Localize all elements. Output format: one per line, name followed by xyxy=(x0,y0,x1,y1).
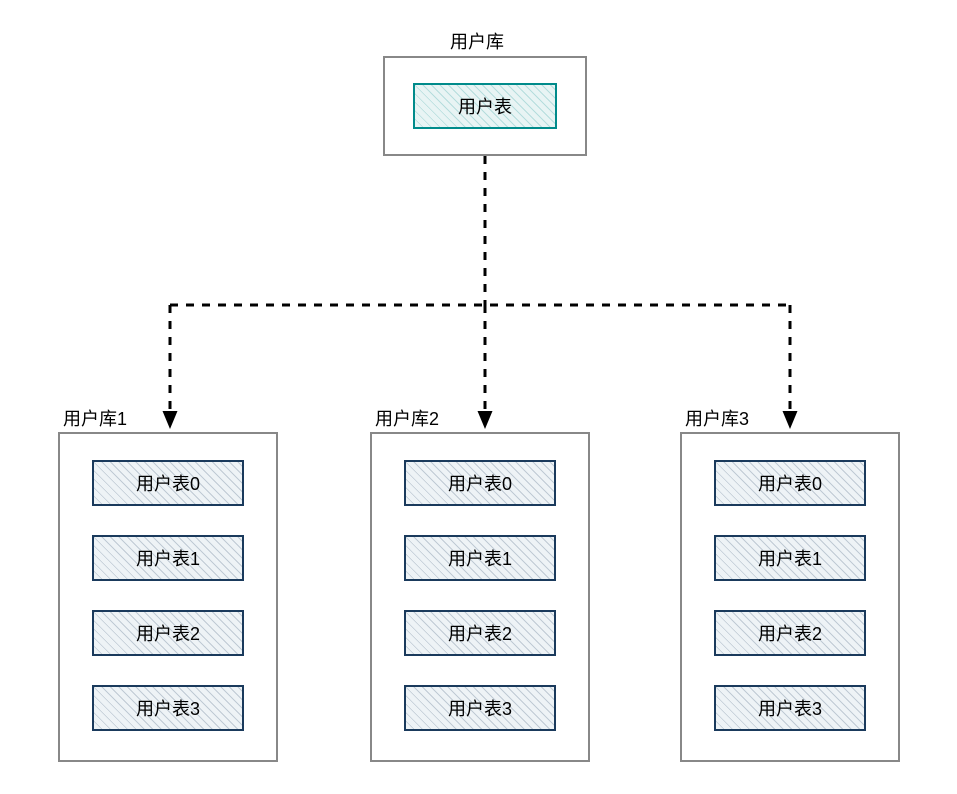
shard-db-label-2: 用户库2 xyxy=(375,405,439,431)
root-db-label: 用户库 xyxy=(450,28,504,54)
shard-3-table-0: 用户表0 xyxy=(714,460,866,506)
shard-1-table-1: 用户表1 xyxy=(92,535,244,581)
root-table-box: 用户表 xyxy=(413,83,557,129)
shard-2-table-2: 用户表2 xyxy=(404,610,556,656)
shard-db-label-3: 用户库3 xyxy=(685,405,749,431)
shard-3-table-1: 用户表1 xyxy=(714,535,866,581)
shard-2-table-1: 用户表1 xyxy=(404,535,556,581)
shard-2-table-0: 用户表0 xyxy=(404,460,556,506)
shard-1-table-0: 用户表0 xyxy=(92,460,244,506)
shard-2-table-3: 用户表3 xyxy=(404,685,556,731)
shard-1-table-3: 用户表3 xyxy=(92,685,244,731)
diagram-canvas: 用户库用户表用户库1 用户表0 用户表1 用户表2 用户表3 用户库2 用户表0 用户表1 用户… xyxy=(0,0,957,794)
shard-db-label-1: 用户库1 xyxy=(63,405,127,431)
shard-1-table-2: 用户表2 xyxy=(92,610,244,656)
shard-3-table-2: 用户表2 xyxy=(714,610,866,656)
shard-3-table-3: 用户表3 xyxy=(714,685,866,731)
